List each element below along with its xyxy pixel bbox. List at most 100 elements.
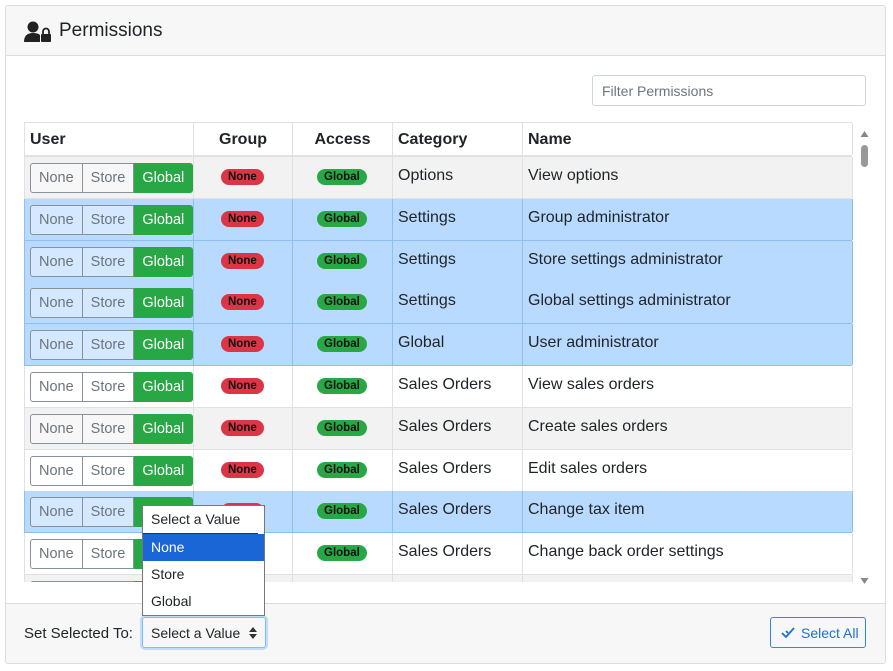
user-option-button[interactable]: Global — [134, 455, 194, 486]
table-cell — [194, 575, 293, 582]
user-lock-icon — [24, 21, 51, 42]
access-badge: Global — [317, 378, 367, 394]
table-cell: Sales Orders — [393, 491, 523, 533]
table-row[interactable]: None Store Global None Global Sales Orders Edi… — [24, 449, 853, 492]
group-badge: None — [221, 210, 264, 227]
table-cell: None — [194, 407, 293, 449]
table-cell: None — [194, 366, 293, 407]
table-cell: Global — [293, 157, 393, 198]
table-cell: None — [194, 449, 293, 491]
user-option-button[interactable]: Global — [134, 288, 194, 319]
table-cell: Global — [293, 491, 393, 533]
dropdown-option[interactable]: Select a Value — [143, 506, 258, 534]
user-option-button[interactable]: Store — [82, 413, 135, 444]
column-header: Group — [194, 123, 293, 155]
column-header: Category — [393, 123, 523, 155]
user-option-button[interactable]: None — [30, 163, 83, 193]
user-option-button[interactable]: None — [30, 539, 83, 570]
table-row[interactable]: None Store Global None Global Global User admi… — [24, 324, 853, 367]
table-row[interactable]: None Store Global None Global Sales Orders Vie… — [24, 366, 853, 408]
user-option-button[interactable]: None — [30, 204, 83, 235]
table-cell: Options — [393, 157, 523, 198]
table-cell: None — [194, 157, 293, 198]
user-option-button[interactable]: Global — [134, 246, 194, 277]
user-option-button[interactable]: Global — [134, 372, 194, 402]
table-row[interactable]: None Store Global None Global Options View opt… — [24, 157, 853, 199]
user-option-button[interactable]: Global — [134, 413, 194, 444]
user-option-button[interactable]: None — [30, 497, 83, 528]
table-cell: None — [194, 198, 293, 240]
user-option-button[interactable]: None — [30, 372, 83, 402]
permission-name: Change tax item — [528, 501, 645, 519]
category: Settings — [398, 292, 456, 310]
user-option-button[interactable]: Store — [82, 539, 135, 570]
user-option-button[interactable]: Store — [82, 246, 135, 277]
user-option-button[interactable]: Store — [82, 288, 135, 319]
access-badge: Global — [317, 252, 367, 269]
permission-name: View options — [528, 167, 619, 184]
user-option-button[interactable]: Store — [82, 497, 135, 528]
permission-name: Group administrator — [528, 208, 670, 226]
user-option-button[interactable]: None — [30, 455, 83, 486]
table-cell: Global — [293, 407, 393, 449]
filter-input[interactable]: Filter Permissions — [592, 75, 866, 106]
table-cell: Settings — [393, 240, 523, 282]
user-option-button[interactable]: Store — [82, 204, 135, 235]
table-cell: Edit sales orders — [523, 449, 853, 491]
table-cell: Sales Orders — [393, 407, 523, 449]
user-option-button[interactable]: Store — [82, 330, 135, 361]
permission-name: Change back order settings — [528, 543, 724, 561]
group-badge: None — [221, 378, 264, 394]
access-badge: Global — [317, 294, 367, 311]
table-cell — [293, 575, 393, 582]
table-cell: User administrator — [523, 324, 853, 366]
table-row[interactable]: None Store Global None Global Settings Group a… — [24, 198, 853, 241]
table-cell: Global — [393, 324, 523, 366]
user-option-button[interactable]: None — [30, 581, 83, 582]
table-cell: Global settings administrator — [523, 282, 853, 324]
column-header: Access — [293, 123, 393, 155]
column-header: User — [25, 123, 194, 155]
user-option-button[interactable]: None — [30, 246, 83, 277]
dropdown-option[interactable]: Global — [151, 593, 192, 609]
user-option-button[interactable]: None — [30, 413, 83, 444]
table-cell: View sales orders — [523, 366, 853, 407]
group-badge: None — [221, 252, 264, 269]
user-option-button[interactable]: None — [30, 330, 83, 361]
button-text: Select All — [801, 625, 859, 641]
table-cell: Global — [293, 324, 393, 366]
user-option-button[interactable]: Store — [82, 372, 135, 402]
table-cell: Sales Orders — [393, 366, 523, 407]
group-badge: None — [221, 294, 264, 311]
select-all-button[interactable]: Select All — [770, 617, 866, 648]
dropdown-option[interactable]: None — [143, 534, 264, 561]
user-option-button[interactable]: Store — [82, 163, 135, 193]
scrollbar[interactable] — [857, 128, 872, 587]
table-row[interactable]: None Store Global None Global Settings Store s… — [24, 240, 853, 283]
table-row[interactable]: None Store Global None Global Settings Global … — [24, 282, 853, 325]
table-cell: Sales Orders — [393, 533, 523, 575]
select[interactable]: Select a Value — [142, 617, 266, 648]
category: Sales Orders — [398, 376, 492, 393]
dropdown-option[interactable]: Store — [151, 566, 185, 582]
dropdown: Select a Value None Store Global — [142, 505, 265, 616]
footer-label: Set Selected To: — [24, 625, 133, 642]
access-badge: Global — [317, 336, 367, 353]
access-badge: Global — [317, 210, 367, 227]
user-option-button[interactable]: Store — [82, 455, 135, 486]
user-option-button[interactable]: None — [30, 288, 83, 319]
group-badge: None — [221, 336, 264, 353]
user-option-button[interactable]: Store — [82, 581, 135, 582]
table-cell: Settings — [393, 198, 523, 240]
user-option-button[interactable]: Global — [134, 163, 194, 193]
user-option-button[interactable]: Global — [134, 330, 194, 361]
user-option-button[interactable]: Global — [134, 204, 194, 235]
table-row[interactable]: None Store Global None Global Sales Orders Cre… — [24, 407, 853, 450]
